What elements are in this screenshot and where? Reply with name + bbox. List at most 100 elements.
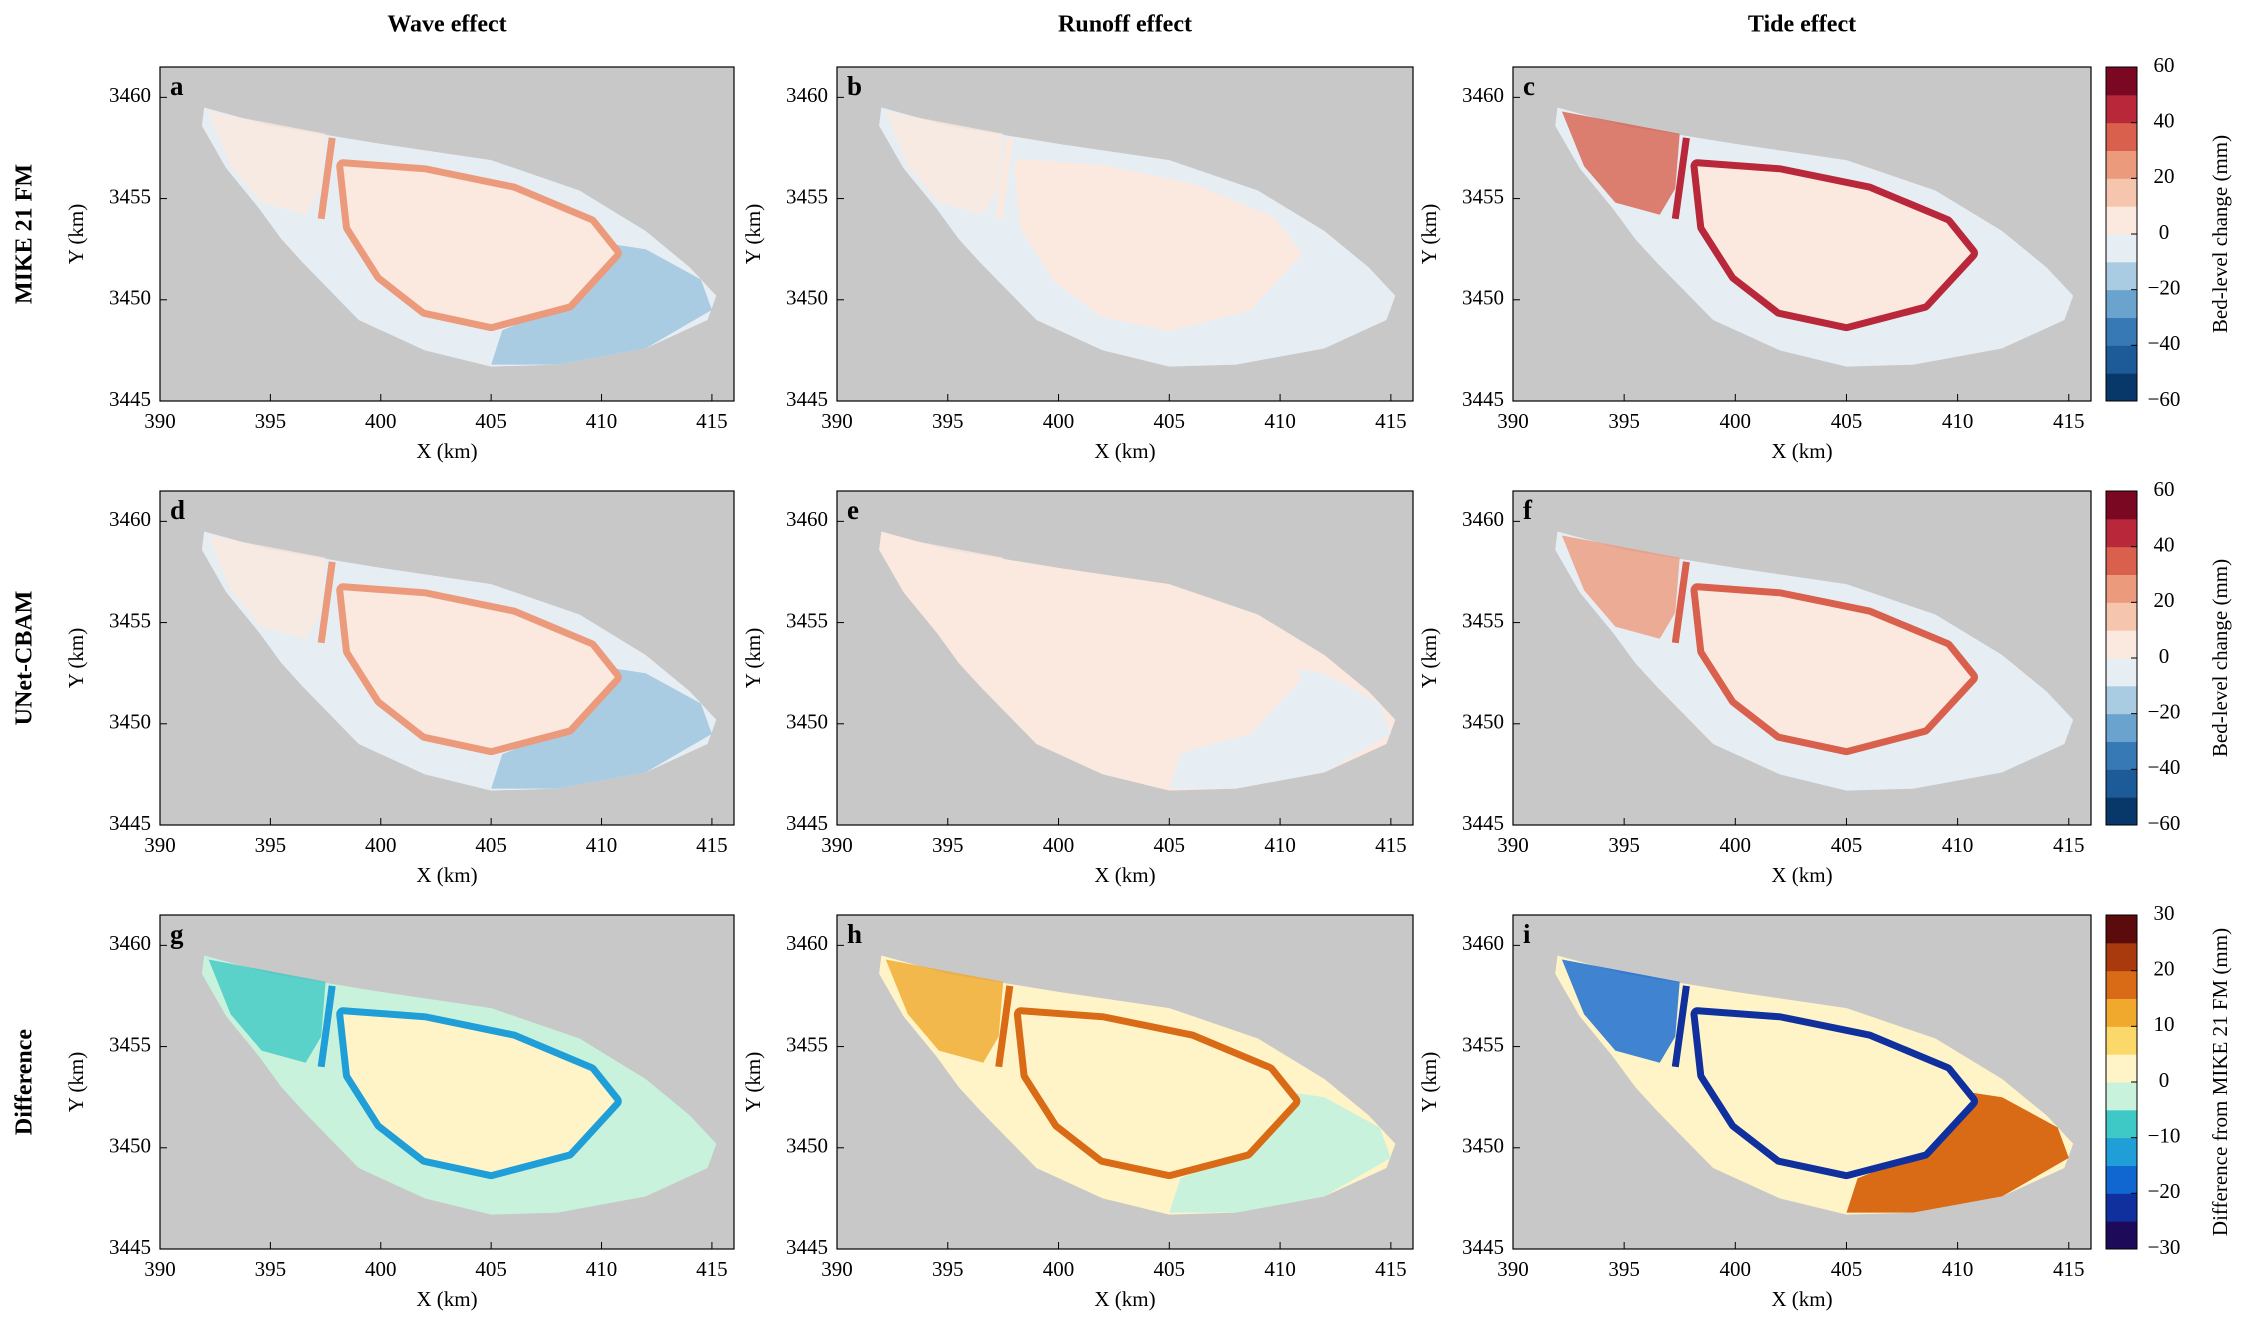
y-tick-label: 3445 (786, 387, 828, 411)
channel (1671, 561, 1690, 644)
y-axis-label: Y (km) (64, 204, 88, 264)
panel-letter: i (1523, 919, 1531, 949)
y-tick-label: 3460 (109, 931, 151, 955)
colorbar-tick-label: −20 (2148, 1179, 2181, 1203)
x-axis-label: X (km) (1094, 863, 1155, 887)
x-tick-label: 410 (586, 833, 618, 857)
colorbar-tick-label: 0 (2159, 1068, 2170, 1092)
panel-letter: f (1523, 495, 1533, 525)
y-tick-label: 3445 (109, 1235, 151, 1259)
island-west (208, 111, 326, 215)
colorbar-label: Difference from MIKE 21 FM (mm) (2208, 928, 2232, 1236)
island-inner (1697, 166, 1971, 325)
x-tick-label: 400 (365, 1257, 397, 1281)
y-tick-label: 3455 (1462, 1032, 1504, 1056)
colorbar-band (2106, 1193, 2137, 1222)
x-axis-label: X (km) (1094, 1287, 1155, 1311)
x-tick-label: 405 (475, 1257, 507, 1281)
colorbar-band (2106, 1221, 2137, 1250)
colorbar-band (2106, 150, 2137, 179)
colorbar-band (2106, 713, 2137, 742)
row-label: UNet-CBAM (12, 591, 38, 726)
colorbar-band (2106, 1026, 2137, 1055)
panel-letter: c (1523, 71, 1535, 101)
plot-frame (1512, 914, 2092, 1250)
colorbar-band (2106, 630, 2137, 659)
x-tick-label: 395 (932, 1257, 964, 1281)
panel-letter: g (170, 919, 184, 949)
colorbar-tick-label: −20 (2148, 275, 2181, 299)
panel-letter: a (170, 71, 184, 101)
channel (1671, 137, 1690, 220)
y-axis-label: Y (km) (1417, 628, 1441, 688)
y-axis-label: Y (km) (64, 628, 88, 688)
panel-letter: h (847, 919, 862, 949)
x-tick-label: 405 (1831, 1257, 1863, 1281)
x-tick-label: 395 (255, 1257, 287, 1281)
y-tick-label: 3460 (109, 83, 151, 107)
channel (995, 561, 1014, 644)
y-tick-label: 3450 (109, 1134, 151, 1158)
panel-letter: e (847, 495, 859, 525)
y-tick-label: 3450 (786, 1134, 828, 1158)
y-tick-label: 3455 (109, 184, 151, 208)
y-tick-label: 3460 (109, 507, 151, 531)
plot-frame (836, 490, 1414, 826)
row-label: MIKE 21 FM (12, 164, 38, 304)
x-tick-label: 390 (1497, 833, 1529, 857)
colorbar-tick-label: 60 (2154, 477, 2175, 501)
x-tick-label: 395 (932, 833, 964, 857)
colorbar-band (2106, 970, 2137, 999)
x-tick-label: 390 (144, 409, 176, 433)
y-axis-label: Y (km) (741, 204, 765, 264)
island-southeast (1169, 1087, 1391, 1213)
y-axis-label: Y (km) (1417, 204, 1441, 264)
colorbar-tick-label: −40 (2148, 331, 2181, 355)
colorbar-band (2106, 685, 2137, 715)
y-tick-label: 3445 (786, 1235, 828, 1259)
colorbar-tick-label: 0 (2159, 644, 2170, 668)
y-tick-label: 3455 (109, 1032, 151, 1056)
colorbar-tick-label: −40 (2148, 755, 2181, 779)
x-tick-label: 390 (144, 833, 176, 857)
island-inner (1020, 1014, 1294, 1173)
x-tick-label: 415 (696, 409, 728, 433)
colorbar-band (2106, 206, 2137, 235)
x-tick-label: 390 (1497, 409, 1529, 433)
y-axis-label: Y (km) (1417, 1052, 1441, 1112)
colorbar-band (2106, 658, 2137, 687)
y-tick-label: 3450 (786, 710, 828, 734)
colorbar-tick-label: 40 (2154, 108, 2175, 132)
island-west (885, 959, 1004, 1063)
colorbar-band (2106, 915, 2137, 944)
x-tick-label: 415 (696, 1257, 728, 1281)
x-axis-label: X (km) (1771, 439, 1832, 463)
island-west (885, 535, 1004, 639)
channel (317, 985, 336, 1068)
colorbar-band (2106, 122, 2137, 151)
x-tick-label: 400 (365, 833, 397, 857)
x-tick-label: 400 (1720, 1257, 1752, 1281)
x-tick-label: 400 (1043, 1257, 1075, 1281)
island-west (885, 111, 1004, 215)
x-axis-label: X (km) (416, 1287, 477, 1311)
panel-letter: b (847, 71, 862, 101)
x-tick-label: 395 (1608, 833, 1640, 857)
x-tick-label: 395 (932, 409, 964, 433)
colorbar-band (2106, 261, 2137, 291)
colorbar-band (2106, 1082, 2137, 1111)
island-inner (1020, 166, 1294, 325)
y-tick-label: 3455 (1462, 608, 1504, 632)
x-axis-label: X (km) (1094, 439, 1155, 463)
island-southeast (491, 663, 712, 789)
colorbar-band (2106, 797, 2137, 826)
x-tick-label: 410 (586, 1257, 618, 1281)
y-tick-label: 3450 (1462, 1134, 1504, 1158)
island-southeast (1169, 239, 1391, 365)
colorbar-band (2106, 574, 2137, 603)
island-southeast (1846, 239, 2069, 365)
plot-frame (1512, 490, 2092, 826)
column-title: Tide effect (1748, 12, 1856, 38)
colorbar-band (2106, 998, 2137, 1027)
column-title: Runoff effect (1058, 12, 1192, 38)
